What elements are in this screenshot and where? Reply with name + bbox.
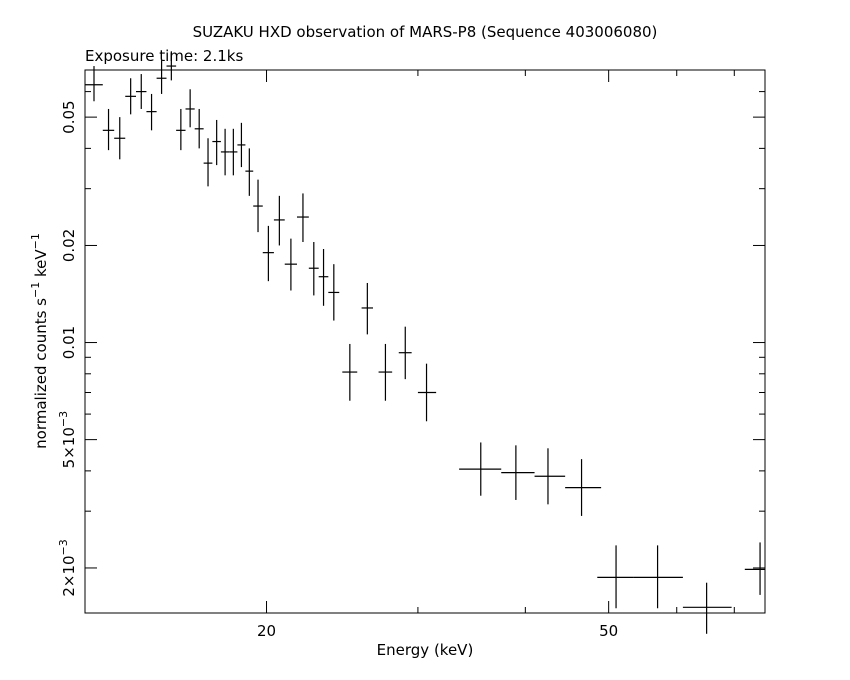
data-point (253, 179, 263, 233)
data-point (273, 195, 285, 246)
y-tick-label: 0.02 (60, 229, 78, 262)
data-point (85, 66, 103, 102)
data-point (308, 242, 319, 296)
data-point (501, 445, 535, 500)
x-tick-label: 20 (257, 622, 276, 640)
y-tick-label-mantissa: 5×10 (60, 427, 78, 468)
y-tick-label-mantissa: 0.01 (60, 326, 78, 359)
y-tick-label-mantissa: 2×10 (60, 555, 78, 596)
data-point (328, 264, 340, 321)
x-axis-label: Energy (keV) (377, 641, 474, 659)
data-point (318, 249, 329, 306)
data-point (417, 363, 437, 422)
data-point (166, 51, 177, 81)
data-point (114, 117, 126, 160)
y-tick-label: 0.01 (60, 326, 78, 359)
data-point (185, 89, 195, 128)
y-tick-label-mantissa: 0.05 (60, 100, 78, 133)
data-point (361, 282, 374, 335)
axis-ticks (85, 69, 765, 613)
data-point (245, 148, 254, 196)
data-point (156, 60, 167, 94)
y-tick-labels: 2×10−35×10−30.010.020.05 (57, 100, 78, 596)
chart-title: SUZAKU HXD observation of MARS-P8 (Seque… (193, 23, 658, 41)
data-point (633, 545, 683, 609)
x-tick-labels: 20 50 (257, 622, 618, 640)
data-point (194, 108, 204, 149)
y-tick-label-exponent: −3 (57, 411, 70, 427)
y-tick-label-mantissa: 0.02 (60, 229, 78, 262)
y-tick-label: 0.05 (60, 100, 78, 133)
data-point (262, 225, 274, 282)
data-point (102, 108, 115, 151)
data-point (459, 442, 502, 496)
y-axis-label-sup2: −1 (29, 233, 42, 249)
data-point (744, 542, 765, 595)
data-point (296, 193, 309, 243)
data-point (682, 582, 732, 634)
data-point (220, 128, 230, 176)
data-point (565, 459, 602, 516)
y-axis-label-sup1: −1 (29, 282, 42, 298)
data-point (398, 326, 412, 380)
y-tick-label: 5×10−3 (57, 411, 78, 468)
y-axis-label-mid: keV (32, 249, 50, 282)
data-point (534, 448, 566, 505)
data-point (284, 238, 297, 291)
data-point (342, 343, 358, 401)
data-point (212, 119, 221, 166)
y-axis-label: normalized counts s−1 keV−1 (29, 233, 50, 449)
y-tick-label-exponent: −3 (57, 539, 70, 555)
data-point (176, 108, 186, 151)
data-point (237, 122, 246, 168)
data-point (125, 78, 136, 115)
data-point (597, 545, 634, 609)
plot-frame (84, 69, 766, 614)
data-point (378, 343, 393, 401)
y-axis-label-main: normalized counts s (32, 298, 50, 449)
data-point (146, 93, 157, 131)
exposure-subtitle: Exposure time: 2.1ks (85, 47, 243, 65)
data-points (85, 51, 765, 634)
data-point (135, 74, 147, 109)
y-tick-label: 2×10−3 (57, 539, 78, 596)
data-point (229, 128, 238, 176)
data-point (203, 138, 213, 187)
x-tick-label: 50 (599, 622, 618, 640)
